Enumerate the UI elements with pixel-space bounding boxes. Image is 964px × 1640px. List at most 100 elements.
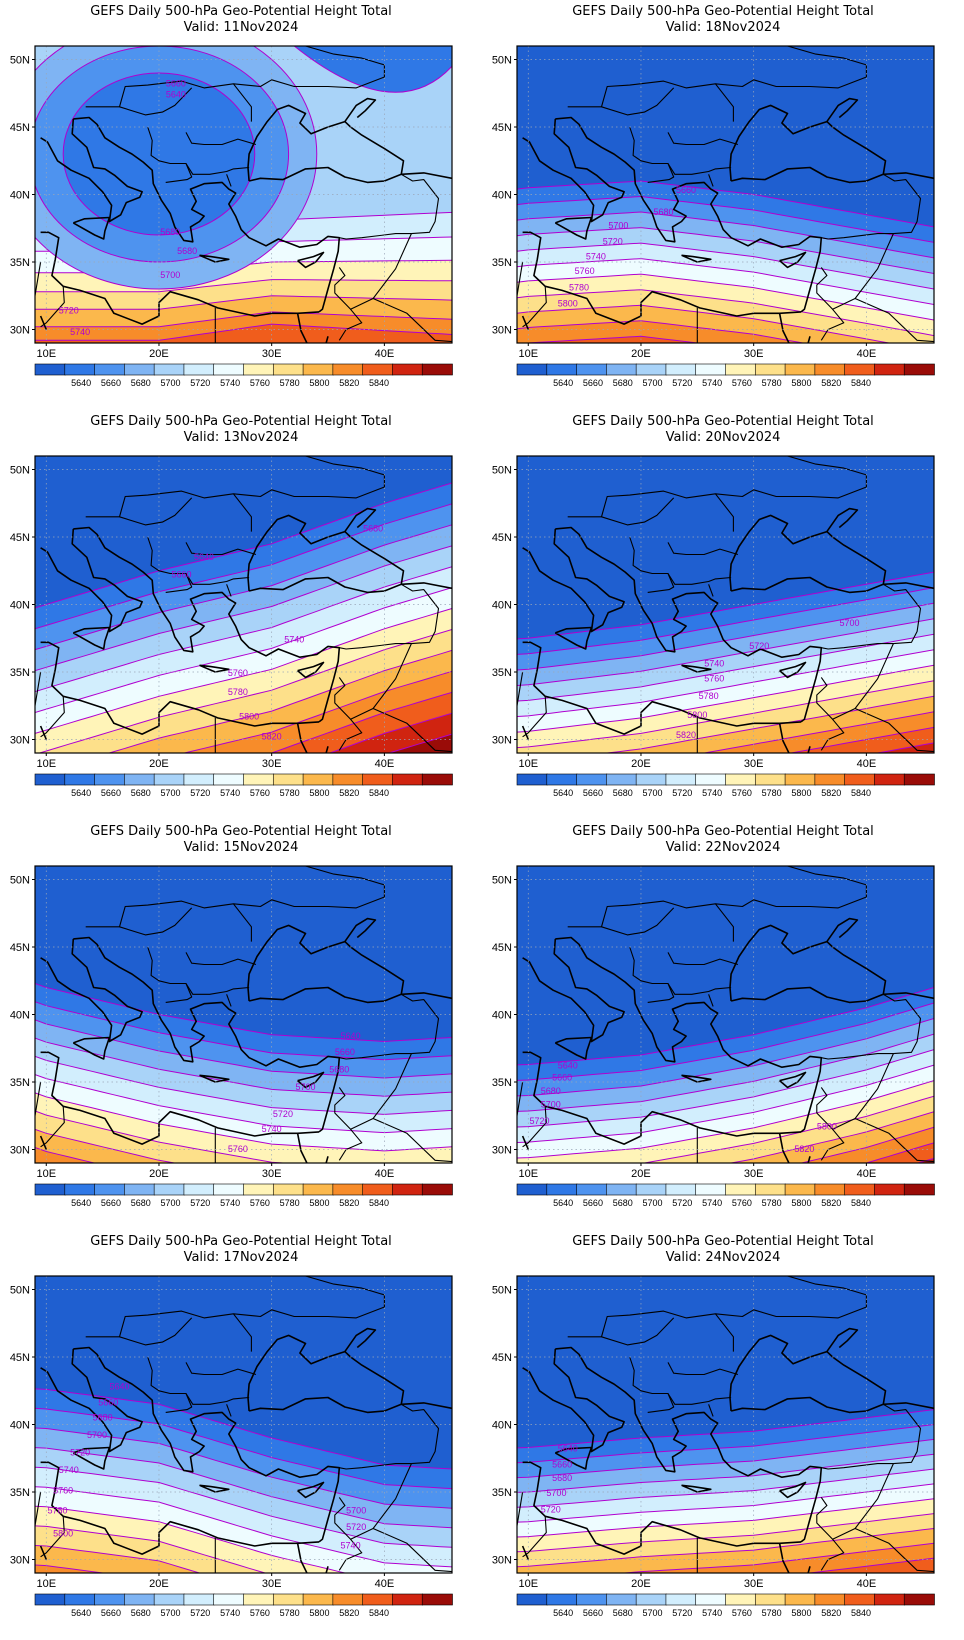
- lat-tick-label: 30N: [10, 1555, 30, 1567]
- country-border: [567, 900, 734, 942]
- legend-label: 5760: [250, 1198, 270, 1208]
- lon-tick-label: 20E: [631, 1578, 651, 1590]
- legend-label: 5800: [791, 378, 811, 388]
- legend-swatch: [725, 1593, 757, 1606]
- lat-tick-label: 50N: [492, 465, 512, 477]
- coastline: [401, 172, 452, 180]
- coastline: [681, 254, 712, 263]
- legend-label: 5780: [280, 788, 300, 798]
- legend-label: 5820: [339, 1608, 359, 1618]
- legend-label: 5700: [643, 1608, 663, 1618]
- legend-swatch: [392, 1183, 424, 1196]
- country-border: [35, 1081, 42, 1116]
- contour-band: [506, 352, 946, 400]
- legend-swatch: [576, 773, 608, 786]
- legend-swatch: [754, 363, 786, 376]
- country-border: [85, 80, 252, 122]
- lon-tick-label: 10E: [36, 348, 56, 360]
- legend-swatch: [362, 773, 394, 786]
- country-border: [338, 1538, 363, 1571]
- legend-swatch: [153, 1183, 185, 1196]
- legend-label: 5820: [821, 378, 841, 388]
- contour-label: 5820: [262, 732, 282, 742]
- coastline: [72, 626, 111, 650]
- legend-swatch: [576, 1593, 608, 1606]
- coastline: [555, 1346, 823, 1543]
- country-border: [147, 536, 193, 593]
- legend-label: 5740: [220, 378, 240, 388]
- map-canvas: 5700 5720 5740 5760 5780 5800 5820 50N 45N 40N 35N…: [492, 455, 935, 798]
- country-border: [854, 1117, 934, 1163]
- legend-label: 5800: [309, 378, 329, 388]
- country-border: [667, 1393, 732, 1405]
- legend-label: 5840: [851, 1608, 871, 1618]
- coastline: [401, 992, 452, 1000]
- coastline: [72, 216, 111, 240]
- country-border: [339, 583, 440, 650]
- legend-swatch: [153, 773, 185, 786]
- country-border: [667, 132, 739, 146]
- country-border: [667, 542, 739, 556]
- contour-label: 5720: [749, 641, 769, 651]
- country-border: [715, 1276, 867, 1319]
- contour-label: 5680: [329, 1065, 349, 1075]
- legend-swatch: [362, 1593, 394, 1606]
- country-border: [185, 542, 257, 556]
- map-panel: GEFS Daily 500-hPa Geo-Potential Height …: [0, 820, 482, 1230]
- coastline: [521, 725, 530, 740]
- country-border: [821, 993, 922, 1060]
- contour-label: 5740: [341, 1541, 361, 1551]
- coastline: [199, 1484, 230, 1493]
- map-canvas: 5640 5660 5680 5700 5720 50N 45N 40N 35N 30N 10E 20…: [492, 1275, 935, 1618]
- lat-tick-label: 30N: [492, 325, 512, 337]
- coastline: [73, 1346, 341, 1543]
- map-panel: GEFS Daily 500-hPa Geo-Potential Height …: [482, 0, 964, 410]
- country-border: [119, 87, 193, 116]
- legend-label: 5640: [71, 378, 91, 388]
- lat-tick-label: 45N: [10, 1352, 30, 1364]
- contour-label: 5800: [687, 710, 707, 720]
- legend-swatch: [183, 1593, 215, 1606]
- legend-swatch: [606, 1593, 637, 1606]
- lon-tick-label: 10E: [36, 1578, 56, 1590]
- coastline: [297, 251, 325, 269]
- legend-swatch: [124, 773, 155, 786]
- coastline: [779, 251, 807, 269]
- contour-label: 5700: [295, 1082, 315, 1092]
- contour-label: 5680: [177, 246, 197, 256]
- country-border: [338, 1128, 363, 1161]
- legend-swatch: [243, 1183, 275, 1196]
- coastline: [39, 725, 48, 740]
- coastline: [296, 723, 329, 753]
- coastline: [522, 231, 802, 325]
- panel-title: GEFS Daily 500-hPa Geo-Potential Height …: [572, 4, 874, 19]
- lon-tick-label: 10E: [518, 758, 538, 770]
- legend-label: 5700: [643, 788, 663, 798]
- legend-swatch: [814, 1593, 846, 1606]
- lat-tick-label: 40N: [10, 1010, 30, 1022]
- panel-valid-date: Valid: 18Nov2024: [665, 20, 781, 35]
- legend-swatch: [124, 1593, 155, 1606]
- lon-tick-label: 30E: [262, 348, 282, 360]
- legend-label: 5760: [250, 1608, 270, 1618]
- contour-label: 5660: [552, 1073, 572, 1083]
- coastline: [344, 97, 377, 123]
- lat-tick-label: 40N: [492, 600, 512, 612]
- lon-tick-label: 40E: [375, 348, 395, 360]
- legend-label: 5780: [762, 1198, 782, 1208]
- legend-label: 5700: [161, 1198, 181, 1208]
- country-border: [226, 994, 232, 1007]
- coastline: [778, 313, 811, 343]
- lon-tick-label: 20E: [149, 1168, 169, 1180]
- legend-label: 5640: [71, 1198, 91, 1208]
- legend-label: 5720: [672, 378, 692, 388]
- country-border: [338, 308, 363, 341]
- lon-tick-label: 40E: [857, 1578, 877, 1590]
- height-field: 5640 5660 5680 5700 5720 5740 5760 5780 5800 5700…: [35, 1276, 452, 1573]
- country-border: [147, 946, 193, 1003]
- panel-title: GEFS Daily 500-hPa Geo-Potential Height …: [572, 824, 874, 839]
- country-border: [715, 456, 867, 499]
- legend-swatch: [64, 1183, 96, 1196]
- country-border: [372, 297, 452, 343]
- lat-tick-label: 35N: [10, 1077, 30, 1089]
